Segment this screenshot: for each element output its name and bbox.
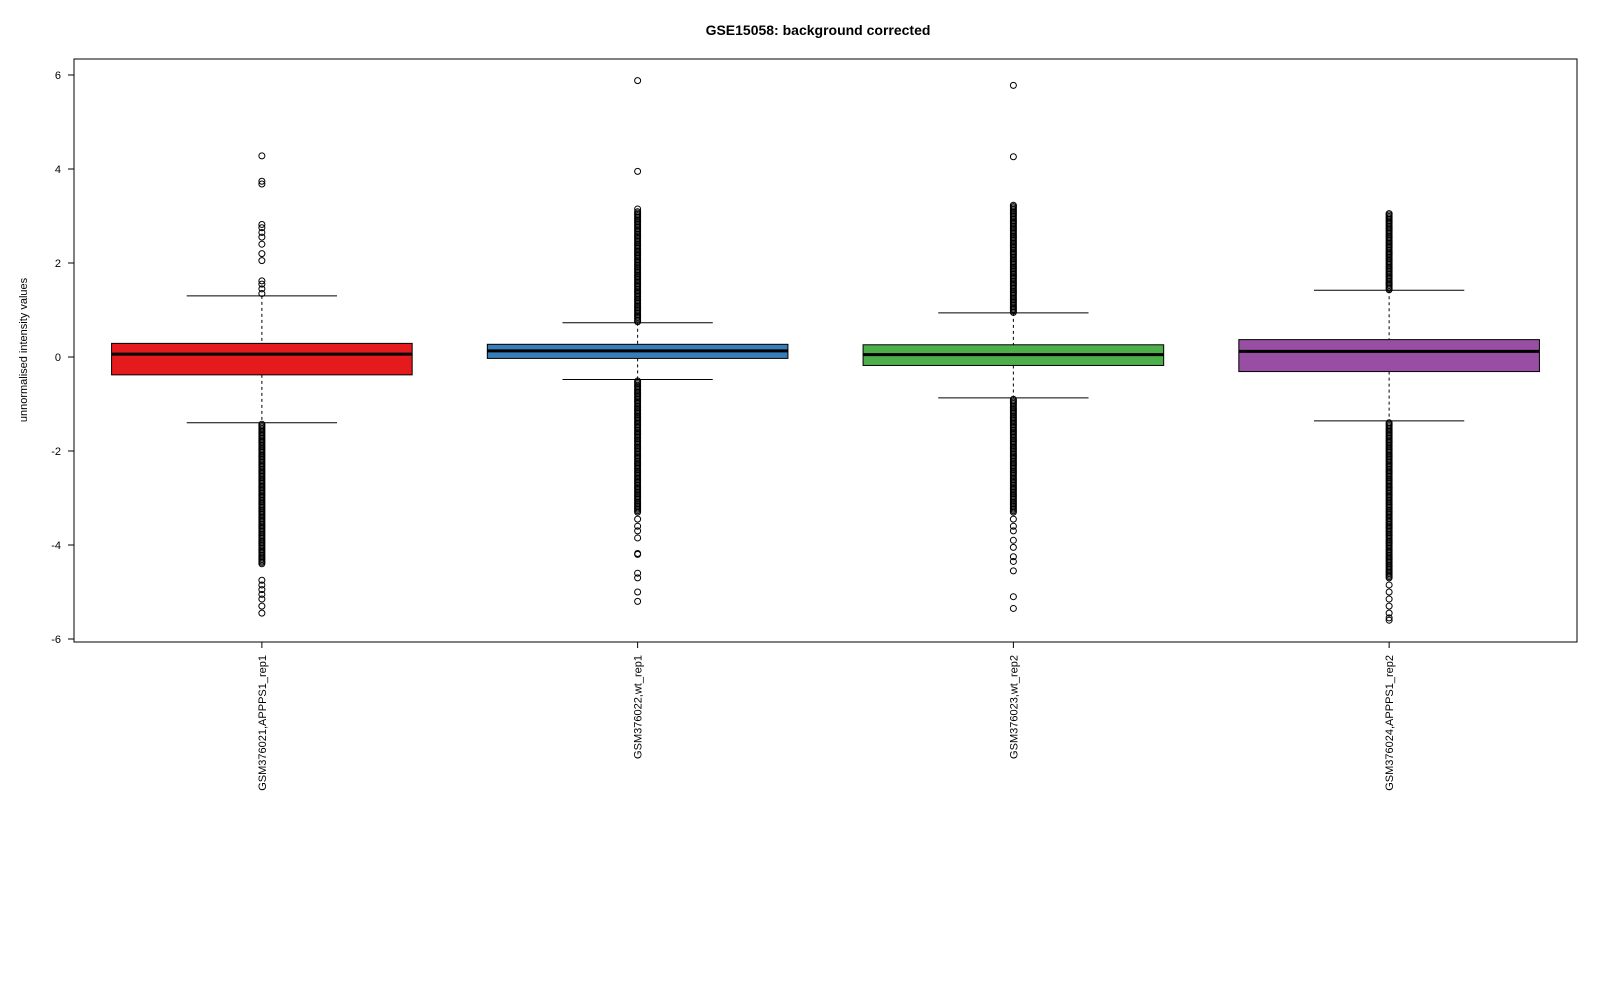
outlier-point	[634, 522, 642, 530]
box-2	[486, 77, 789, 605]
outlier-point	[634, 377, 642, 385]
outlier-point	[258, 290, 266, 298]
outlier-point	[258, 586, 266, 594]
outlier-point	[1385, 419, 1393, 427]
outlier-point	[1009, 81, 1017, 89]
outlier-point	[1009, 553, 1017, 561]
box-3	[862, 81, 1165, 612]
outlier-point	[1009, 515, 1017, 523]
outlier-point	[1009, 395, 1017, 403]
outlier-point	[1009, 153, 1017, 161]
outlier-point	[634, 527, 642, 535]
y-tick-label: 2	[55, 258, 61, 270]
outlier-point	[258, 595, 266, 603]
outlier-point	[1385, 614, 1393, 622]
outlier-point	[258, 576, 266, 584]
outlier-point	[1009, 201, 1017, 209]
outlier-point	[634, 515, 642, 523]
chart-title: GSE15058: background corrected	[706, 22, 931, 38]
outlier-point	[1009, 593, 1017, 601]
outlier-point	[258, 277, 266, 285]
x-tick-label: GSM376021,APPPS1_rep1	[257, 655, 269, 791]
outlier-point	[1009, 527, 1017, 535]
outlier-point	[634, 167, 642, 175]
outlier-point	[258, 224, 266, 232]
outlier-point	[258, 590, 266, 598]
y-tick-label: -4	[51, 540, 61, 552]
y-axis: -6 -4 -2 0 2 4 6	[51, 70, 74, 646]
outlier-point	[258, 420, 266, 428]
outlier-point	[1385, 581, 1393, 589]
x-axis-labels: GSM376021,APPPS1_rep1 GSM376022,wt_rep1 GS…	[257, 642, 1396, 791]
outlier-point	[258, 228, 266, 236]
outlier-point	[1009, 567, 1017, 575]
outlier-point	[258, 152, 266, 160]
y-tick-label: 0	[55, 352, 61, 364]
outlier-point	[1385, 588, 1393, 596]
y-tick-label: -2	[51, 446, 61, 458]
outlier-point	[634, 597, 642, 605]
outlier-point	[1385, 602, 1393, 610]
outlier-point	[1385, 595, 1393, 603]
outlier-point	[258, 240, 266, 248]
box-1	[111, 152, 413, 617]
outlier-point	[1385, 609, 1393, 617]
box-4	[1238, 210, 1540, 624]
outlier-point	[258, 250, 266, 258]
outlier-point	[1009, 543, 1017, 551]
outlier-point	[258, 581, 266, 589]
outlier-point	[258, 285, 266, 293]
boxes	[111, 77, 1540, 624]
outlier-point	[258, 177, 266, 185]
outlier-point	[258, 180, 266, 188]
outlier-point	[258, 602, 266, 610]
y-tick-label: 6	[55, 70, 61, 82]
outlier-point	[634, 588, 642, 596]
y-tick-label: -6	[51, 634, 61, 646]
outlier-point	[258, 280, 266, 288]
outlier-point	[634, 569, 642, 577]
y-tick-label: 4	[55, 164, 61, 176]
outlier-point	[1009, 536, 1017, 544]
outlier-point	[1385, 210, 1393, 218]
outlier-point	[1009, 604, 1017, 612]
x-tick-label: GSM376022,wt_rep1	[633, 655, 645, 759]
outlier-point	[634, 534, 642, 542]
y-axis-label: unnormalised intensity values	[18, 277, 30, 422]
outlier-point	[634, 208, 642, 216]
outlier-point	[1385, 616, 1393, 624]
outlier-point	[634, 77, 642, 85]
outlier-point	[258, 220, 266, 228]
x-tick-label: GSM376023,wt_rep2	[1008, 655, 1020, 759]
box-rect	[1238, 339, 1540, 373]
outlier-point	[634, 574, 642, 582]
plot-frame	[73, 58, 1578, 643]
outlier-point	[1009, 557, 1017, 565]
outlier-point	[258, 233, 266, 241]
x-tick-label: GSM376024,APPPS1_rep2	[1384, 655, 1396, 791]
outlier-point	[634, 550, 642, 558]
outlier-point	[258, 257, 266, 265]
outlier-point	[1009, 522, 1017, 530]
outlier-point	[258, 609, 266, 617]
box-rect	[111, 342, 413, 376]
